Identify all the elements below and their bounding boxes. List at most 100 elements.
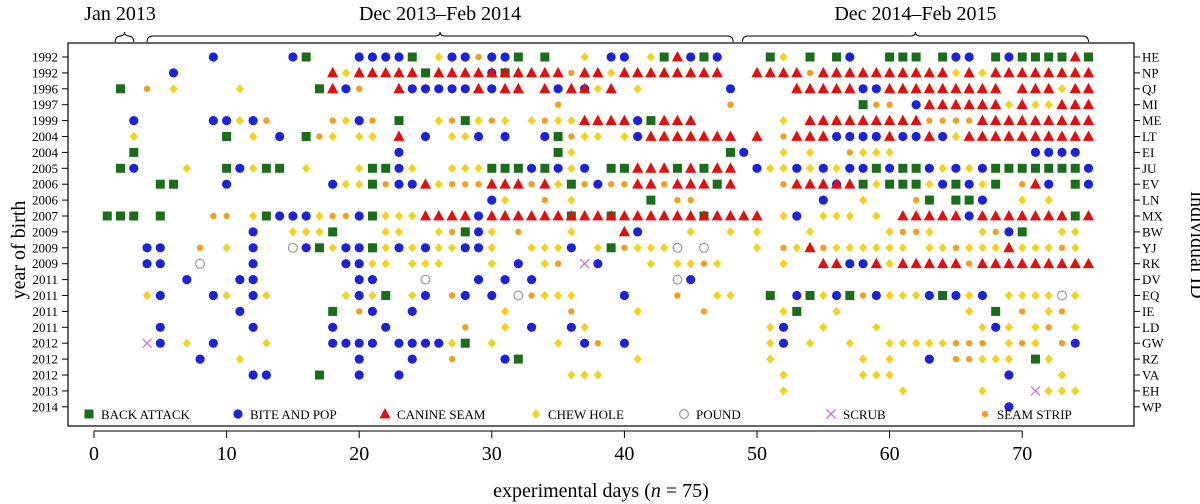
point-chew-hole	[805, 338, 815, 348]
point-bite-and-pop	[275, 211, 285, 221]
point-back-attack	[1070, 179, 1080, 189]
id-tick-label: EI	[1142, 145, 1154, 160]
point-bite-and-pop	[500, 275, 510, 285]
point-back-attack	[606, 163, 616, 173]
point-seam-strip	[448, 181, 456, 188]
point-bite-and-pop	[208, 116, 218, 126]
point-seam-strip	[594, 340, 602, 347]
point-pound	[698, 242, 709, 253]
point-chew-hole	[381, 259, 390, 269]
point-bite-and-pop	[513, 259, 523, 269]
point-chew-hole	[580, 370, 589, 380]
point-canine-seam	[645, 130, 657, 141]
point-bite-and-pop	[924, 354, 934, 364]
point-bite-and-pop	[964, 52, 974, 62]
point-chew-hole	[845, 338, 855, 348]
point-canine-seam	[976, 210, 989, 221]
point-bite-and-pop	[1044, 147, 1054, 157]
point-bite-and-pop	[845, 163, 855, 173]
point-back-attack	[460, 338, 470, 348]
point-canine-seam	[685, 162, 697, 173]
point-seam-strip	[329, 117, 336, 124]
point-chew-hole	[434, 243, 443, 253]
point-bite-and-pop	[1070, 338, 1080, 348]
point-chew-hole	[567, 290, 576, 301]
point-canine-seam	[433, 66, 445, 78]
legend-label: SEAM STRIP	[997, 407, 1072, 422]
point-bite-and-pop	[248, 370, 258, 380]
point-chew-hole	[1044, 306, 1053, 316]
point-chew-hole	[447, 163, 457, 173]
point-chew-hole	[262, 290, 271, 301]
point-bite-and-pop	[155, 338, 165, 348]
point-canine-seam	[1003, 241, 1015, 253]
id-tick-label: DV	[1142, 272, 1161, 287]
point-seam-strip	[965, 260, 973, 267]
point-chew-hole	[885, 290, 894, 301]
point-back-attack	[381, 163, 391, 173]
point-chew-hole	[222, 243, 231, 253]
year-tick-label: 2009	[32, 256, 58, 271]
point-seam-strip	[1058, 340, 1066, 347]
point-chew-hole	[142, 290, 152, 301]
point-chew-hole	[461, 131, 470, 142]
point-seam-strip	[554, 101, 562, 108]
point-canine-seam	[499, 178, 511, 189]
point-canine-seam	[671, 114, 684, 125]
point-bite-and-pop	[792, 211, 802, 221]
point-canine-seam	[632, 162, 644, 173]
point-chew-hole	[1004, 100, 1014, 110]
point-canine-seam	[605, 114, 617, 125]
point-bite-and-pop	[633, 116, 643, 126]
point-chew-hole	[978, 227, 987, 237]
point-back-attack	[1070, 211, 1080, 221]
point-seam-strip	[674, 292, 681, 299]
point-seam-strip	[912, 228, 920, 236]
point-chew-hole	[553, 179, 563, 189]
point-chew-hole	[1071, 386, 1080, 396]
point-canine-seam	[1029, 178, 1042, 189]
point-canine-seam	[724, 130, 737, 141]
point-canine-seam	[923, 66, 935, 78]
point-chew-hole	[1004, 338, 1014, 348]
point-back-attack	[301, 52, 311, 62]
point-canine-seam	[976, 257, 989, 269]
point-seam-strip	[979, 340, 986, 347]
point-back-attack	[951, 195, 961, 205]
point-bite-and-pop	[951, 290, 961, 301]
point-chew-hole	[832, 306, 841, 316]
year-tick-label: 2012	[32, 352, 58, 367]
point-chew-hole	[872, 179, 881, 189]
point-seam-strip	[780, 133, 787, 140]
id-tick-label: QJ	[1142, 81, 1156, 96]
point-seam-strip	[475, 181, 482, 188]
point-chew-hole	[792, 243, 801, 253]
point-seam-strip	[448, 292, 456, 299]
point-chew-hole	[978, 179, 987, 189]
point-bite-and-pop	[420, 243, 431, 253]
id-tick-label: IE	[1142, 304, 1154, 319]
point-back-attack	[116, 163, 126, 173]
point-back-attack	[1004, 163, 1014, 173]
point-back-attack	[116, 84, 126, 94]
point-bite-and-pop	[341, 84, 351, 94]
point-back-attack	[898, 52, 908, 62]
year-tick-label: 2006	[32, 193, 59, 208]
year-tick-label: 2006	[32, 177, 59, 192]
id-tick-label: JU	[1142, 161, 1157, 176]
point-canine-seam	[950, 82, 962, 94]
point-back-attack	[832, 52, 842, 62]
point-canine-seam	[1069, 82, 1081, 94]
point-canine-seam	[658, 114, 670, 125]
period-brace	[741, 31, 1089, 43]
point-chew-hole	[991, 243, 1000, 253]
point-chew-hole	[540, 290, 550, 301]
point-canine-seam	[711, 130, 723, 141]
point-seam-strip	[568, 133, 575, 140]
point-bite-and-pop	[473, 275, 484, 285]
point-chew-hole	[885, 243, 894, 253]
point-chew-hole	[381, 211, 390, 221]
point-canine-seam	[1043, 82, 1055, 94]
point-chew-hole	[858, 147, 868, 157]
point-back-attack	[394, 116, 404, 126]
